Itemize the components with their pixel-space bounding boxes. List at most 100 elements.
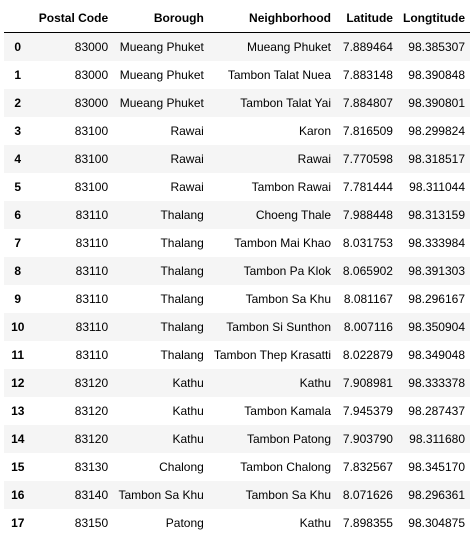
postal-code-cell: 83110: [75, 236, 109, 250]
table-row: 11 83110 Thalang Tambon Thep Krasatti 8.0228…: [4, 341, 470, 369]
table-row: 16 83140 Tambon Sa Khu Tambon Sa Khu 8.07162…: [4, 481, 470, 509]
table-row: 3 83100 Rawai Karon 7.816509 98.299824: [4, 117, 470, 145]
row-index-cell: 9: [14, 292, 22, 306]
latitude-cell: 8.071626: [342, 488, 393, 502]
header-row: Postal Code Borough Neighborhood Latitud…: [4, 4, 470, 33]
longtitude-cell: 98.311044: [409, 180, 465, 194]
borough-cell: Thalang: [160, 292, 204, 306]
longtitude-cell: 98.296167: [408, 292, 465, 306]
postal-code-cell: 83120: [74, 432, 109, 446]
latitude-cell: 7.832567: [342, 460, 393, 474]
borough-cell: Thalang: [160, 264, 204, 278]
table-row: 17 83150 Patong Kathu 7.898355 98.304875: [4, 509, 470, 537]
table-row: 6 83110 Thalang Choeng Thale 7.988448 98.3131…: [4, 201, 470, 229]
row-index-cell: 11: [11, 348, 25, 362]
postal-code-cell: 83150: [74, 516, 109, 530]
latitude-cell: 7.816509: [342, 124, 393, 138]
table-row: 1 83000 Mueang Phuket Tambon Talat Nuea 7.88…: [4, 61, 470, 89]
latitude-cell: 8.007116: [343, 320, 393, 334]
row-index-cell: 10: [11, 320, 25, 334]
postal-code-cell: 83100: [74, 152, 109, 166]
row-index-cell: 5: [14, 180, 22, 194]
neighborhood-cell: Tambon Sa Khu: [245, 292, 332, 306]
neighborhood-cell: Tambon Pa Klok: [243, 264, 332, 278]
neighborhood-cell: Tambon Thep Krasatti: [213, 348, 332, 362]
longtitude-cell: 98.390848: [408, 68, 465, 82]
row-index-cell: 12: [11, 376, 25, 390]
neighborhood-cell: Kathu: [299, 376, 332, 390]
neighborhood-cell: Tambon Chalong: [240, 460, 332, 474]
table-row: 5 83100 Rawai Tambon Rawai 7.781444 98.311044: [4, 173, 470, 201]
postal-code-cell: 83110: [75, 264, 109, 278]
borough-cell: Thalang: [160, 348, 204, 362]
latitude-cell: 7.908981: [342, 376, 393, 390]
latitude-cell: 8.081167: [343, 292, 393, 306]
header-borough: Borough: [113, 4, 209, 33]
table-row: 10 83110 Thalang Tambon Si Sunthon 8.007116 9…: [4, 313, 470, 341]
row-index-cell: 17: [11, 516, 25, 530]
postal-code-cell: 83100: [74, 124, 109, 138]
borough-cell: Rawai: [170, 124, 204, 138]
latitude-cell: 8.022879: [342, 348, 393, 362]
row-index-cell: 13: [11, 404, 25, 418]
longtitude-cell: 98.299824: [408, 124, 465, 138]
postal-code-cell: 83110: [75, 208, 109, 222]
header-longtitude: Longtitude: [397, 4, 470, 33]
row-index-cell: 3: [14, 124, 22, 138]
neighborhood-cell: Tambon Rawai: [251, 180, 332, 194]
table-row: 13 83120 Kathu Tambon Kamala 7.945379 98.2874…: [4, 397, 470, 425]
row-index-cell: 2: [14, 96, 22, 110]
latitude-cell: 7.884807: [342, 96, 393, 110]
borough-cell: Mueang Phuket: [119, 40, 204, 54]
row-index-cell: 0: [14, 40, 22, 54]
row-index-cell: 4: [14, 152, 22, 166]
row-index-cell: 16: [11, 488, 25, 502]
neighborhood-cell: Mueang Phuket: [246, 40, 332, 54]
latitude-cell: 7.889464: [342, 40, 393, 54]
dataframe-table: Postal Code Borough Neighborhood Latitud…: [4, 4, 470, 537]
borough-cell: Rawai: [170, 180, 204, 194]
table-row: 4 83100 Rawai Rawai 7.770598 98.318517: [4, 145, 470, 173]
neighborhood-cell: Rawai: [297, 152, 332, 166]
table-row: 7 83110 Thalang Tambon Mai Khao 8.031753 98.3…: [4, 229, 470, 257]
longtitude-cell: 98.296361: [408, 488, 465, 502]
header-latitude: Latitude: [336, 4, 398, 33]
table-header: Postal Code Borough Neighborhood Latitud…: [4, 4, 470, 33]
borough-cell: Rawai: [170, 152, 204, 166]
longtitude-cell: 98.390801: [408, 96, 465, 110]
neighborhood-cell: Tambon Talat Nuea: [227, 68, 332, 82]
postal-code-cell: 83000: [74, 68, 109, 82]
borough-cell: Thalang: [160, 208, 204, 222]
latitude-cell: 7.883148: [342, 68, 393, 82]
neighborhood-cell: Tambon Mai Khao: [234, 236, 332, 250]
longtitude-cell: 98.345170: [408, 460, 465, 474]
postal-code-cell: 83120: [74, 404, 109, 418]
row-index-cell: 15: [11, 460, 25, 474]
row-index-cell: 14: [11, 432, 25, 446]
table-row: 8 83110 Thalang Tambon Pa Klok 8.065902 98.39…: [4, 257, 470, 285]
row-index-cell: 1: [14, 68, 22, 82]
longtitude-cell: 98.287437: [408, 404, 465, 418]
latitude-cell: 7.898355: [342, 516, 393, 530]
table-row: 9 83110 Thalang Tambon Sa Khu 8.081167 98.296…: [4, 285, 470, 313]
latitude-cell: 7.988448: [342, 208, 393, 222]
latitude-cell: 7.781444: [342, 180, 393, 194]
latitude-cell: 7.945379: [342, 404, 393, 418]
neighborhood-cell: Kathu: [299, 516, 332, 530]
postal-code-cell: 83110: [75, 320, 109, 334]
neighborhood-cell: Karon: [298, 124, 332, 138]
table-row: 15 83130 Chalong Tambon Chalong 7.832567 98.3…: [4, 453, 470, 481]
postal-code-cell: 83110: [75, 348, 109, 362]
postal-code-cell: 83100: [74, 180, 109, 194]
neighborhood-cell: Tambon Patong: [246, 432, 332, 446]
neighborhood-cell: Tambon Talat Yai: [240, 96, 332, 110]
neighborhood-cell: Tambon Si Sunthon: [226, 320, 332, 334]
table-row: 14 83120 Kathu Tambon Patong 7.903790 98.3116…: [4, 425, 470, 453]
longtitude-cell: 98.350904: [408, 320, 465, 334]
borough-cell: Thalang: [160, 320, 204, 334]
neighborhood-cell: Choeng Thale: [255, 208, 332, 222]
postal-code-cell: 83110: [75, 292, 109, 306]
longtitude-cell: 98.349048: [408, 348, 465, 362]
borough-cell: Mueang Phuket: [119, 96, 204, 110]
table-row: 0 83000 Mueang Phuket Mueang Phuket 7.889464…: [4, 32, 470, 61]
